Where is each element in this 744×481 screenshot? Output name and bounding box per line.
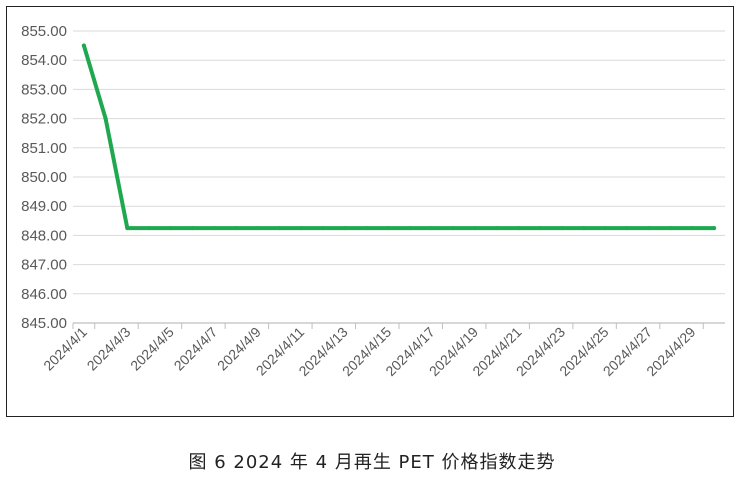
- series-layer: [81, 43, 717, 231]
- y-tick-label: 855.00: [21, 23, 67, 40]
- line-chart: 845.00 846.00 847.00 848.00 849.00 850.00 851.…: [21, 23, 725, 380]
- data-point: [277, 226, 282, 231]
- y-tick-label: 853.00: [21, 81, 67, 98]
- data-point: [538, 226, 543, 231]
- data-point: [320, 226, 325, 231]
- y-tick-label: 846.00: [21, 286, 67, 303]
- data-point: [451, 226, 456, 231]
- data-point: [234, 226, 238, 231]
- y-tick-label: 847.00: [21, 257, 67, 274]
- x-tick-label: 2024/4/7: [171, 324, 221, 374]
- y-tick-label: 852.00: [21, 111, 67, 128]
- data-point: [125, 226, 130, 231]
- data-point: [429, 226, 434, 231]
- y-tick-label: 848.00: [21, 227, 67, 244]
- chart-frame: 845.00 846.00 847.00 848.00 849.00 850.00 851.…: [6, 6, 734, 417]
- y-tick-label: 849.00: [21, 198, 67, 215]
- y-tick-label: 850.00: [21, 169, 67, 186]
- data-point: [646, 226, 651, 231]
- data-point: [103, 116, 108, 121]
- data-point: [212, 226, 217, 231]
- series-line: [81, 43, 717, 231]
- data-point: [299, 226, 304, 231]
- data-point: [560, 226, 564, 231]
- x-axis: [72, 322, 725, 329]
- data-point: [386, 226, 391, 231]
- data-point: [625, 226, 630, 231]
- data-point: [255, 226, 260, 231]
- data-point: [407, 226, 412, 231]
- x-axis-ticks: 2024/4/12024/4/32024/4/52024/4/72024/4/9…: [40, 324, 699, 380]
- x-tick-label: 2024/4/3: [84, 324, 134, 374]
- x-tick-label: 2024/4/5: [127, 324, 177, 374]
- data-point: [516, 226, 521, 231]
- data-point: [147, 226, 152, 231]
- y-tick-label: 854.00: [21, 52, 67, 69]
- data-point: [668, 226, 673, 231]
- data-point: [603, 226, 608, 231]
- data-point: [190, 226, 195, 231]
- figure-caption: 图 6 2024 年 4 月再生 PET 价格指数走势: [188, 452, 556, 473]
- data-point: [712, 226, 717, 231]
- data-point: [473, 226, 478, 231]
- y-axis-ticks: 845.00 846.00 847.00 848.00 849.00 850.00 851.…: [21, 23, 67, 332]
- data-point: [364, 226, 369, 231]
- data-point: [690, 226, 695, 231]
- gridlines: [73, 30, 725, 295]
- data-point: [168, 226, 173, 231]
- data-point: [81, 43, 86, 48]
- data-point: [342, 226, 347, 231]
- y-tick-label: 845.00: [21, 315, 67, 332]
- data-point: [494, 226, 499, 231]
- data-point: [581, 226, 586, 231]
- y-tick-label: 851.00: [21, 140, 67, 157]
